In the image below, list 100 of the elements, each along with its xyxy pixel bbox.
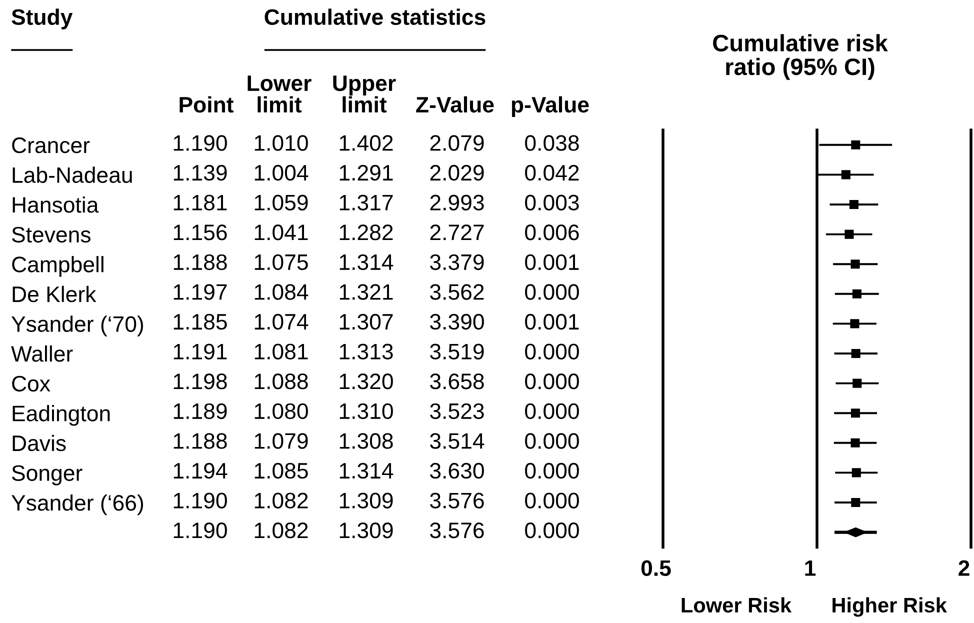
point bbox=[850, 408, 860, 418]
data-label: 1.309 bbox=[340, 492, 393, 508]
data-label: 0.000 bbox=[525, 374, 579, 390]
data-label: 1.194 bbox=[174, 462, 228, 479]
category-label: Hansotia bbox=[12, 196, 99, 213]
point bbox=[852, 468, 861, 478]
point bbox=[852, 289, 862, 298]
data-label: 0.000 bbox=[525, 492, 579, 508]
text: 0.000 bbox=[525, 522, 579, 538]
data-label: 0.000 bbox=[525, 462, 579, 479]
data-label: 1.191 bbox=[174, 344, 227, 360]
data-label: 1.075 bbox=[254, 254, 308, 270]
text: Z-Value bbox=[416, 96, 494, 113]
category-label: Davis bbox=[12, 434, 66, 452]
category-label: Stevens bbox=[12, 226, 90, 243]
data-label: 1.074 bbox=[254, 314, 308, 330]
data-label: 1.314 bbox=[340, 462, 394, 479]
data-label: 0.001 bbox=[525, 314, 579, 330]
data-label: 0.000 bbox=[525, 403, 579, 420]
data-label: 1.059 bbox=[254, 194, 308, 210]
data-label: 3.562 bbox=[430, 284, 484, 300]
data-label: 1.004 bbox=[254, 164, 308, 181]
data-label: 1.310 bbox=[340, 403, 393, 420]
data-label: 2.079 bbox=[430, 135, 484, 151]
point bbox=[851, 348, 860, 358]
point bbox=[841, 170, 850, 180]
data-label: 3.390 bbox=[430, 314, 484, 330]
data-label: 3.630 bbox=[430, 462, 484, 479]
data-label: 1.156 bbox=[174, 224, 227, 240]
text: Upper limit bbox=[333, 76, 396, 113]
data-label: 3.523 bbox=[430, 403, 484, 420]
point bbox=[850, 319, 860, 328]
data-label: 2.029 bbox=[430, 164, 484, 181]
data-label: 1.291 bbox=[340, 164, 393, 181]
data-label: 1.181 bbox=[174, 194, 227, 210]
data-label: 1.307 bbox=[340, 314, 393, 330]
data-label: 1.317 bbox=[340, 194, 393, 210]
data-label: 0.006 bbox=[525, 224, 579, 240]
x-tick-label: 1 bbox=[805, 560, 816, 576]
point bbox=[850, 260, 860, 269]
x-tick-label: 2 bbox=[958, 560, 970, 576]
text: Higher Risk bbox=[832, 597, 947, 617]
data-label: 1.088 bbox=[254, 374, 308, 390]
data-label: 1.190 bbox=[174, 492, 227, 508]
data-label: 3.658 bbox=[430, 374, 484, 390]
chart-title: Cumulative risk ratio (95% CI) bbox=[713, 34, 888, 80]
data-label: 1.041 bbox=[254, 224, 308, 240]
data-label: 0.000 bbox=[525, 433, 579, 449]
category-label: Songer bbox=[12, 465, 82, 486]
point bbox=[851, 498, 860, 508]
data-label: 1.402 bbox=[340, 135, 393, 151]
data-label: 1.197 bbox=[174, 284, 227, 300]
text: Point bbox=[180, 96, 234, 113]
category-label: Eadington bbox=[12, 405, 110, 426]
data-label: 2.727 bbox=[430, 224, 484, 240]
text: 1.309 bbox=[340, 522, 393, 538]
text: 1.190 bbox=[174, 522, 227, 538]
category-label: Cox bbox=[12, 376, 50, 392]
point bbox=[849, 200, 858, 210]
data-label: 1.079 bbox=[254, 433, 308, 449]
data-label: 1.198 bbox=[174, 374, 227, 390]
data-label: 1.084 bbox=[254, 284, 308, 300]
data-label: 1.085 bbox=[254, 462, 308, 479]
data-label: 1.189 bbox=[174, 403, 227, 420]
text: Lower Risk bbox=[682, 597, 792, 613]
text: 3.576 bbox=[430, 522, 484, 538]
text: Study bbox=[12, 8, 73, 30]
data-label: 1.185 bbox=[174, 314, 227, 330]
data-label: 1.139 bbox=[174, 164, 227, 181]
data-label: 1.081 bbox=[254, 344, 308, 360]
data-label: 3.379 bbox=[430, 254, 484, 270]
category-label: Ysander (‘70) bbox=[11, 316, 144, 336]
point bbox=[844, 230, 854, 239]
data-label: 0.000 bbox=[525, 284, 579, 300]
data-label: 3.576 bbox=[430, 492, 484, 508]
data-label: 1.308 bbox=[340, 433, 393, 449]
data-label: 1.080 bbox=[254, 403, 308, 420]
category-label: Lab-Nadeau bbox=[12, 166, 132, 183]
category-label: Campbell bbox=[12, 256, 104, 277]
data-label: 0.042 bbox=[525, 164, 579, 181]
point bbox=[852, 378, 862, 388]
data-label: 1.188 bbox=[174, 254, 227, 270]
x-tick-label: 0.5 bbox=[641, 560, 671, 576]
data-label: 1.320 bbox=[340, 374, 393, 390]
category-label: Crancer bbox=[12, 137, 90, 154]
data-label: 1.188 bbox=[174, 433, 227, 449]
data-label: 1.282 bbox=[340, 224, 393, 240]
data-label: 1.313 bbox=[340, 344, 393, 360]
data-label: 1.082 bbox=[254, 492, 308, 508]
text: Cumulative statistics bbox=[264, 8, 486, 25]
data-label: 3.519 bbox=[430, 344, 484, 360]
data-label: 2.993 bbox=[430, 194, 484, 210]
data-label: 0.003 bbox=[525, 194, 579, 210]
data-label: 1.321 bbox=[340, 284, 393, 300]
data-label: 1.190 bbox=[174, 135, 227, 151]
point bbox=[850, 438, 860, 448]
text: Lower limit bbox=[248, 76, 312, 113]
data-label: 1.314 bbox=[340, 254, 394, 270]
text: p-Value bbox=[512, 96, 589, 117]
category-label: Waller bbox=[11, 345, 73, 362]
